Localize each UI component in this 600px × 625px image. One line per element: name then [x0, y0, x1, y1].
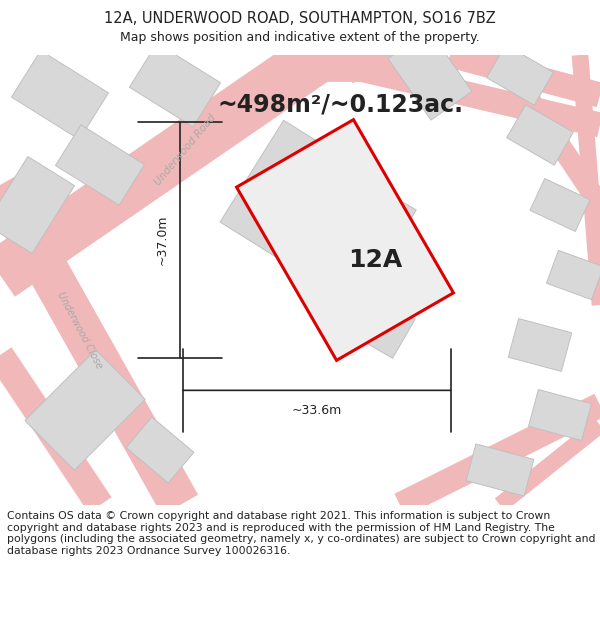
Text: 12A, UNDERWOOD ROAD, SOUTHAMPTON, SO16 7BZ: 12A, UNDERWOOD ROAD, SOUTHAMPTON, SO16 7… [104, 11, 496, 26]
Polygon shape [345, 292, 415, 358]
Text: Underwood Road: Underwood Road [152, 112, 218, 188]
Text: Map shows position and indicative extent of the property.: Map shows position and indicative extent… [120, 31, 480, 44]
Polygon shape [25, 350, 145, 470]
Text: ~37.0m: ~37.0m [155, 215, 169, 265]
Polygon shape [388, 30, 472, 120]
Polygon shape [55, 125, 145, 205]
Polygon shape [130, 43, 221, 127]
Text: Contains OS data © Crown copyright and database right 2021. This information is : Contains OS data © Crown copyright and d… [7, 511, 596, 556]
Polygon shape [530, 179, 590, 231]
Text: 12A: 12A [348, 248, 402, 272]
Polygon shape [236, 119, 454, 361]
Text: ~33.6m: ~33.6m [292, 404, 342, 417]
Polygon shape [506, 105, 574, 165]
Polygon shape [529, 389, 592, 441]
Polygon shape [466, 444, 534, 496]
Polygon shape [547, 251, 600, 299]
Polygon shape [324, 173, 416, 258]
Polygon shape [0, 156, 74, 254]
Polygon shape [508, 319, 572, 371]
Polygon shape [126, 417, 194, 483]
Polygon shape [487, 45, 553, 105]
Polygon shape [11, 51, 109, 139]
Text: Underwood Close: Underwood Close [56, 290, 104, 370]
Polygon shape [220, 120, 360, 270]
Text: ~498m²/~0.123ac.: ~498m²/~0.123ac. [217, 93, 463, 117]
